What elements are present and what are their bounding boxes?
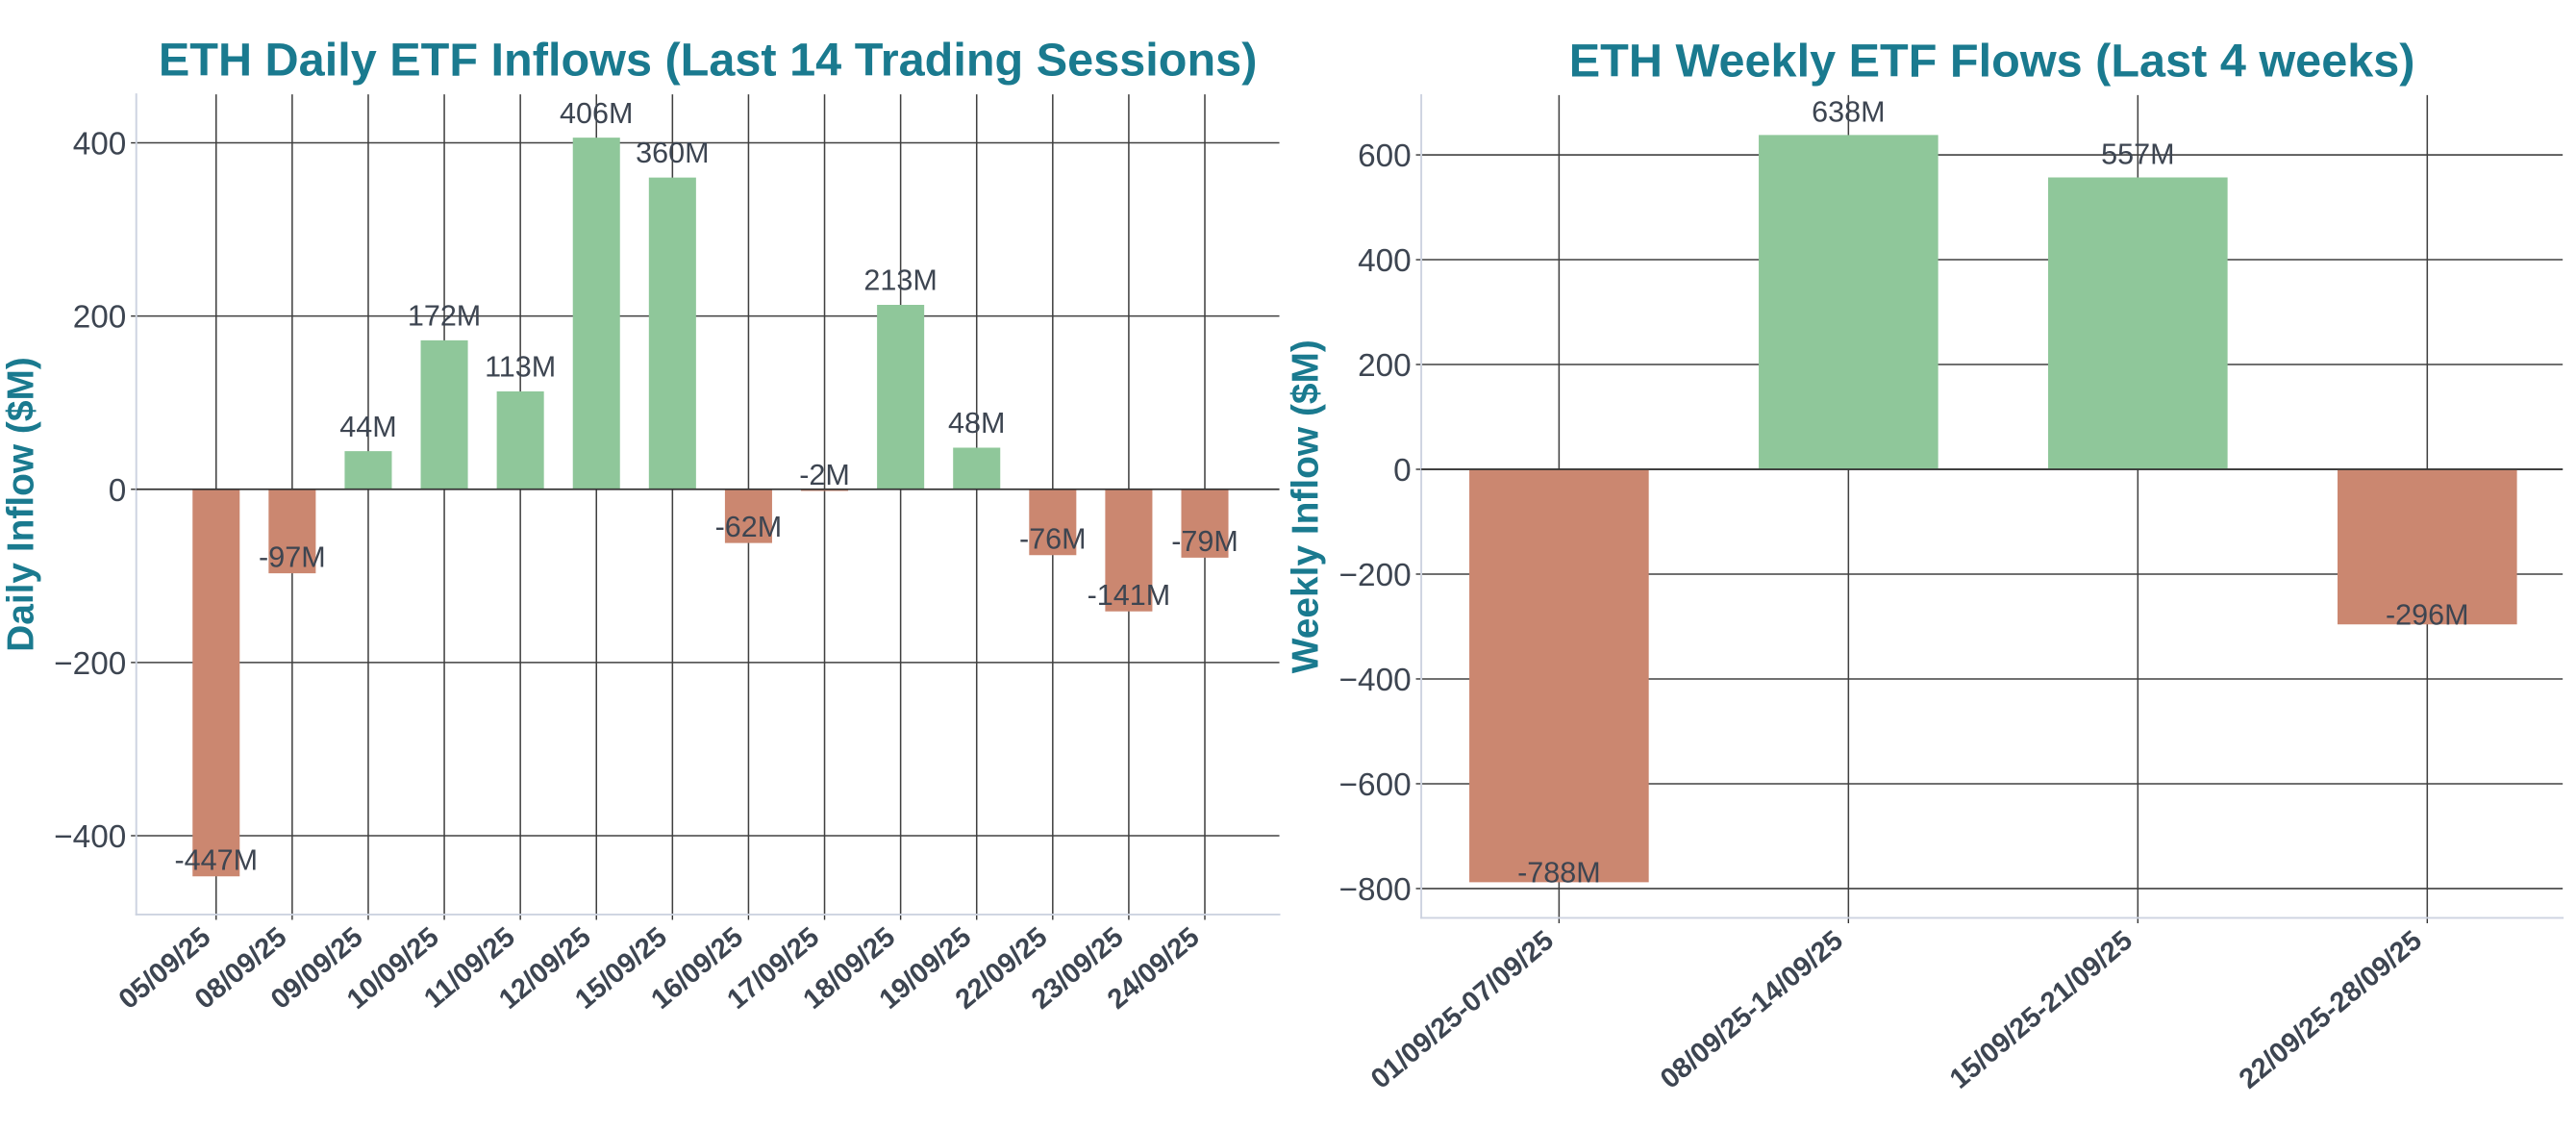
svg-text:360M: 360M — [636, 137, 709, 169]
svg-text:-97M: -97M — [259, 540, 326, 573]
svg-text:213M: 213M — [863, 264, 937, 297]
svg-text:−200: −200 — [54, 646, 126, 682]
svg-text:−400: −400 — [1338, 663, 1411, 698]
svg-text:-447M: -447M — [174, 844, 258, 877]
svg-text:557M: 557M — [2101, 138, 2174, 171]
svg-text:406M: 406M — [560, 97, 633, 130]
svg-text:-2M: -2M — [799, 459, 850, 491]
svg-text:600: 600 — [1358, 138, 1412, 174]
svg-text:ETH Weekly ETF Flows (Last 4 w: ETH Weekly ETF Flows (Last 4 weeks) — [1568, 35, 2414, 87]
svg-text:-76M: -76M — [1019, 523, 1087, 556]
svg-text:-296M: -296M — [2386, 599, 2469, 632]
svg-text:400: 400 — [1358, 243, 1412, 279]
svg-text:Weekly Inflow ($M): Weekly Inflow ($M) — [1288, 339, 1327, 673]
svg-text:-79M: -79M — [1171, 525, 1238, 558]
svg-text:200: 200 — [73, 300, 127, 336]
svg-text:-788M: -788M — [1517, 857, 1601, 890]
svg-text:−200: −200 — [1338, 558, 1411, 593]
svg-text:400: 400 — [73, 127, 127, 163]
svg-text:113M: 113M — [485, 351, 556, 384]
svg-text:−600: −600 — [1338, 767, 1411, 803]
svg-text:0: 0 — [109, 473, 127, 509]
svg-text:638M: 638M — [1812, 95, 1885, 128]
svg-text:172M: 172M — [408, 300, 481, 333]
svg-text:-62M: -62M — [715, 511, 783, 543]
svg-text:48M: 48M — [948, 407, 1005, 439]
svg-text:44M: 44M — [339, 411, 396, 443]
svg-text:−400: −400 — [54, 819, 126, 855]
svg-text:0: 0 — [1393, 453, 1412, 489]
svg-text:ETH Daily ETF Inflows (Last 14: ETH Daily ETF Inflows (Last 14 Trading S… — [159, 35, 1258, 87]
svg-text:-141M: -141M — [1088, 579, 1171, 612]
svg-text:200: 200 — [1358, 348, 1412, 384]
svg-text:−800: −800 — [1338, 872, 1411, 908]
svg-text:Daily Inflow ($M): Daily Inflow ($M) — [0, 357, 41, 652]
